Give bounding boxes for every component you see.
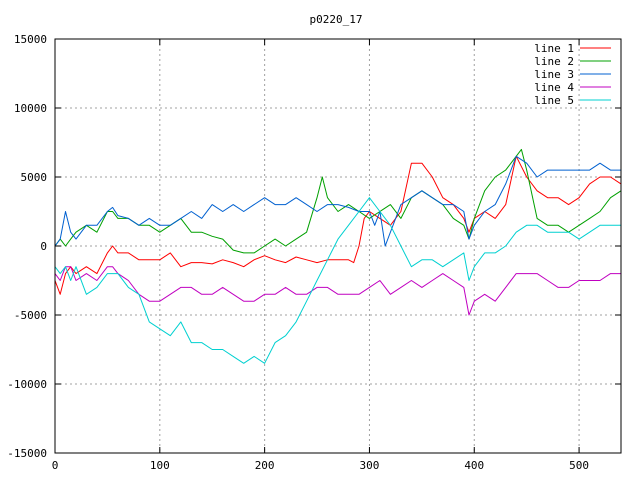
grid-lines (55, 39, 621, 453)
series-line-3 (54, 155, 621, 247)
chart-title: p0220_17 (310, 13, 363, 26)
y-tick-label: -10000 (7, 378, 47, 391)
x-tick-label: 0 (52, 459, 59, 472)
x-tick-label: 300 (360, 459, 380, 472)
series-line-5 (54, 197, 621, 364)
legend-label: line 4 (534, 81, 574, 94)
y-tick-label: -5000 (14, 309, 47, 322)
y-tick-label: -15000 (7, 447, 47, 460)
series-lines (54, 148, 622, 364)
legend-label: line 1 (534, 42, 574, 55)
legend-label: line 2 (534, 55, 574, 68)
x-tick-label: 500 (569, 459, 589, 472)
series-line-4 (54, 266, 621, 316)
y-tick-label: 0 (40, 240, 47, 253)
y-tick-label: 5000 (21, 171, 48, 184)
x-tick-label: 200 (255, 459, 275, 472)
x-tick-label: 400 (464, 459, 484, 472)
y-tick-label: 15000 (14, 33, 47, 46)
legend-label: line 5 (534, 94, 574, 107)
legend-label: line 3 (534, 68, 574, 81)
x-tick-label: 100 (150, 459, 170, 472)
y-tick-label: 10000 (14, 102, 47, 115)
axis-ticks: 0 100 200 300 400 500 -15000 -10000 -5000 0 5000 10… (7, 33, 621, 472)
